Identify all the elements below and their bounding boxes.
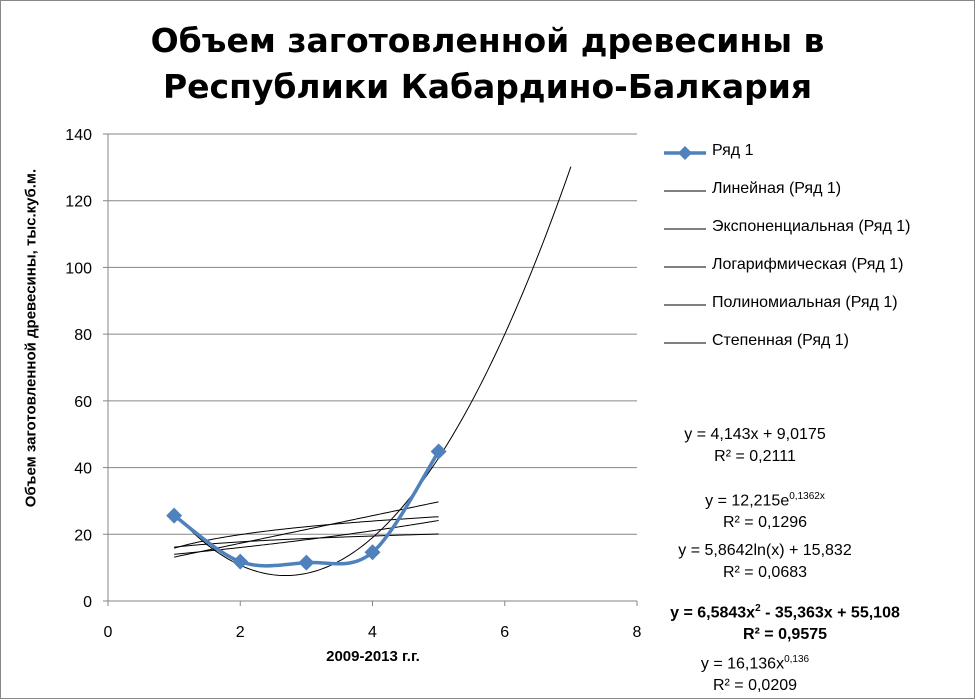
legend-series-marker bbox=[664, 146, 706, 160]
equation-exponential-base: y = 12,215e bbox=[705, 492, 790, 510]
x-tick-label: 0 bbox=[104, 624, 113, 641]
y-tick-label: 100 bbox=[65, 260, 92, 277]
equation-exponential-exponent: 0,1362x bbox=[789, 491, 825, 502]
chart-title: Объем заготовленной древесины в Республи… bbox=[0, 18, 975, 110]
data-point-marker bbox=[430, 443, 447, 460]
series-line bbox=[173, 450, 441, 568]
legend-item-exponential: Экспоненциальная (Ряд 1) bbox=[664, 216, 964, 254]
legend-polynomial-line bbox=[664, 304, 706, 306]
equation-polynomial-rest: - 35,363x + 55,108 bbox=[760, 604, 900, 622]
trendline-logarithmic bbox=[173, 516, 439, 549]
legend: Ряд 1 Линейная (Ряд 1) Экспоненциальная … bbox=[664, 140, 964, 368]
x-tick-label: 6 bbox=[500, 624, 509, 641]
equation-polynomial-exponent: 2 bbox=[755, 603, 761, 614]
legend-linear-line bbox=[664, 190, 706, 192]
equation-logarithmic-formula: y = 5,8642ln(x) + 15,832 bbox=[678, 542, 852, 559]
trendline-power bbox=[174, 533, 439, 548]
y-tick-label: 120 bbox=[65, 194, 92, 211]
data-point-marker bbox=[166, 507, 183, 524]
legend-label-linear: Линейная (Ряд 1) bbox=[712, 180, 842, 197]
x-tick-label: 2 bbox=[236, 624, 245, 641]
y-tick-label: 0 bbox=[83, 594, 92, 611]
trendline-linear bbox=[174, 501, 439, 558]
y-tick-label: 20 bbox=[74, 527, 92, 544]
legend-label-polynomial: Полиномиальная (Ряд 1) bbox=[712, 294, 898, 311]
data-point-marker bbox=[298, 554, 315, 571]
legend-logarithmic-line bbox=[664, 266, 706, 268]
x-tick-label: 8 bbox=[633, 624, 642, 641]
equation-logarithmic: y = 5,8642ln(x) + 15,832 R² = 0,0683 bbox=[640, 540, 890, 584]
equation-linear-formula: y = 4,143x + 9,0175 bbox=[684, 426, 826, 443]
equation-exponential-r2: R² = 0,1296 bbox=[722, 514, 808, 532]
y-tick-label: 80 bbox=[74, 327, 92, 344]
legend-label-power: Степенная (Ряд 1) bbox=[712, 332, 849, 349]
equation-exponential: y = 12,215e0,1362x R² = 0,1296 bbox=[640, 486, 890, 534]
data-point-marker bbox=[364, 544, 381, 561]
data-point-marker bbox=[232, 553, 249, 570]
legend-label-exponential: Экспоненциальная (Ряд 1) bbox=[712, 218, 911, 235]
equation-logarithmic-r2: R² = 0,0683 bbox=[722, 564, 808, 581]
equation-polynomial-formula: y = 6,5843x2 - 35,363x + 55,108 bbox=[640, 598, 930, 624]
equation-polynomial: y = 6,5843x2 - 35,363x + 55,108 R² = 0,9… bbox=[640, 598, 930, 646]
equation-power: y = 16,136x0,136 R² = 0,0209 bbox=[640, 649, 870, 697]
equation-polynomial-lead: y = 6,5843x bbox=[670, 604, 756, 622]
chart-title-line-2: Республики Кабардино-Балкария bbox=[162, 67, 813, 106]
x-axis-label: 2009-2013 г.г. bbox=[326, 648, 420, 665]
legend-label-series: Ряд 1 bbox=[712, 142, 754, 159]
equation-linear: y = 4,143x + 9,0175 R² = 0,2111 bbox=[640, 424, 870, 468]
equation-exponential-formula: y = 12,215e0,1362x bbox=[640, 486, 890, 512]
equation-linear-r2: R² = 0,2111 bbox=[714, 448, 796, 465]
equation-polynomial-r2: R² = 0,9575 bbox=[742, 626, 828, 644]
legend-item-series: Ряд 1 bbox=[664, 140, 964, 178]
equation-power-formula: y = 16,136x0,136 bbox=[640, 649, 870, 675]
equation-power-base: y = 16,136x bbox=[700, 655, 785, 673]
y-tick-label: 140 bbox=[65, 127, 92, 144]
legend-label-logarithmic: Логарифмическая (Ряд 1) bbox=[712, 256, 904, 273]
equation-power-exponent: 0,136 bbox=[784, 654, 810, 665]
chart-title-line-1: Объем заготовленной древесины в bbox=[150, 21, 825, 60]
legend-power-line bbox=[664, 342, 706, 344]
equation-power-r2: R² = 0,0209 bbox=[712, 677, 798, 695]
y-tick-label: 40 bbox=[74, 461, 92, 478]
legend-item-linear: Линейная (Ряд 1) bbox=[664, 178, 964, 216]
x-tick-label: 4 bbox=[368, 624, 377, 641]
legend-item-logarithmic: Логарифмическая (Ряд 1) bbox=[664, 254, 964, 292]
trendline-polynomial bbox=[173, 166, 572, 577]
legend-item-power: Степенная (Ряд 1) bbox=[664, 330, 964, 368]
y-tick-label: 60 bbox=[74, 394, 92, 411]
legend-item-polynomial: Полиномиальная (Ряд 1) bbox=[664, 292, 964, 330]
legend-exponential-line bbox=[664, 228, 706, 230]
